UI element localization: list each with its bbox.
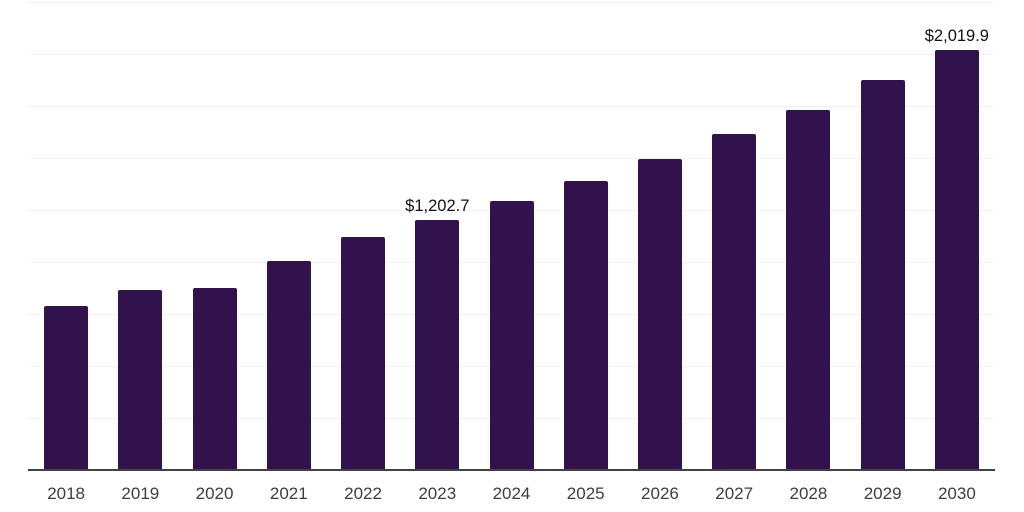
- x-axis-tick-label-2022: 2022: [344, 484, 382, 503]
- gridline: [29, 54, 994, 55]
- bar-2020: [192, 288, 237, 470]
- bar-2030: [934, 49, 979, 470]
- x-axis-tick-label-2020: 2020: [195, 484, 234, 503]
- gridline: [29, 158, 994, 159]
- bar-2024: [489, 201, 534, 470]
- x-axis-tick-label-2028: 2028: [789, 484, 828, 503]
- x-axis-tick-label-2024: 2024: [492, 484, 531, 503]
- bar-2019: [118, 289, 163, 470]
- bar-2025: [563, 180, 608, 470]
- bar-2027: [712, 134, 757, 470]
- x-axis-tick-label-2025: 2025: [566, 484, 605, 503]
- bar-2029: [860, 80, 905, 470]
- x-axis-tick-label-2030: 2030: [937, 484, 976, 503]
- bar-2026: [637, 159, 682, 470]
- x-axis-tick-label-2026: 2026: [641, 484, 679, 503]
- gridline: [29, 2, 994, 3]
- x-axis-tick-label-2021: 2021: [269, 484, 308, 503]
- x-axis-tick-label-2018: 2018: [47, 484, 86, 503]
- x-axis-line: [28, 469, 995, 471]
- bar-2022: [341, 236, 386, 470]
- x-axis-tick-label-2019: 2019: [121, 484, 160, 503]
- gridline: [29, 106, 994, 107]
- bar-2028: [786, 109, 831, 470]
- bar-value-label-2030: $2,019.9: [924, 26, 989, 45]
- bar-2021: [266, 260, 311, 470]
- bar-2018: [44, 306, 89, 470]
- x-axis-tick-label-2027: 2027: [715, 484, 754, 503]
- x-axis-tick-label-2029: 2029: [863, 484, 902, 503]
- bar-2023: [415, 219, 460, 470]
- x-axis-tick-label-2023: 2023: [418, 484, 457, 503]
- bar-value-label-2023: $1,202.7: [405, 196, 470, 215]
